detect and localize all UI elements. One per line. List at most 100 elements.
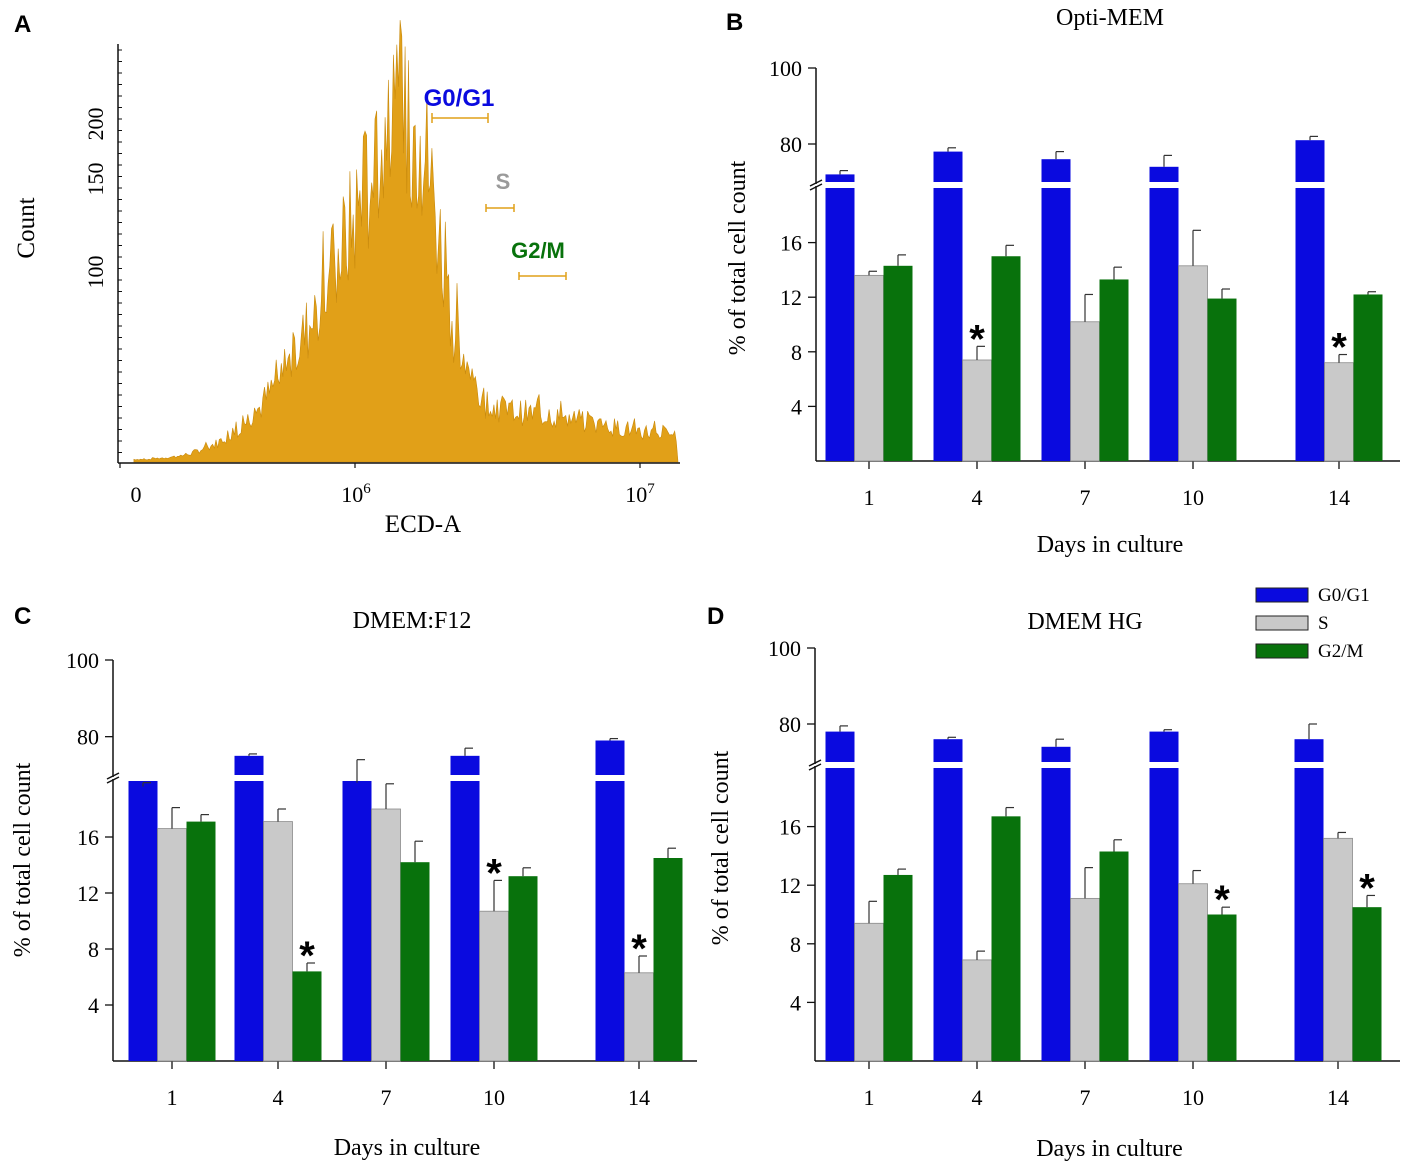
bar-g0g1 (825, 188, 855, 461)
axis-break-mark (808, 763, 822, 771)
x-tick-label: 4 (972, 1085, 983, 1110)
bar-g0g1 (1294, 768, 1324, 1061)
y-tick-label: 4 (88, 993, 99, 1018)
x-axis-label: Days in culture (1037, 532, 1184, 558)
bar-g0g1 (1295, 188, 1325, 461)
bar-s (624, 972, 654, 1062)
histogram-area (133, 20, 679, 463)
bar-g2m (400, 862, 430, 1061)
bar-g2m (991, 256, 1021, 461)
bar-g0g1-upper (933, 739, 963, 762)
x-tick-label: 10 (483, 1085, 505, 1110)
x-tick-label: 10 (1182, 485, 1204, 510)
x-tick-label: 7 (381, 1085, 392, 1110)
x-axis-label: Days in culture (334, 1135, 481, 1161)
bar-g0g1-upper (234, 755, 264, 775)
y-tick-label: 80 (780, 132, 802, 157)
bar-g0g1-upper (595, 740, 625, 775)
y-tick-label: 4 (790, 990, 801, 1015)
bar-g0g1 (1041, 768, 1071, 1061)
significance-asterisk: * (299, 934, 315, 978)
bar-g0g1 (342, 781, 372, 1061)
legend: G0/G1 S G2/M (1255, 585, 1370, 662)
bar-s (1324, 362, 1354, 462)
bar-g0g1 (128, 781, 158, 1061)
chart-title: DMEM:F12 (353, 608, 472, 634)
bar-g0g1 (595, 781, 625, 1061)
bar-g2m (1099, 851, 1129, 1061)
bar-s (371, 808, 401, 1062)
y-tick-label: 100 (66, 648, 99, 673)
bar-g0g1 (933, 768, 963, 1061)
bar-g2m (883, 265, 913, 461)
panel-label-b: B (726, 9, 743, 36)
x-tick-label: 4 (273, 1085, 284, 1110)
y-tick-label: 100 (768, 636, 801, 661)
x-tick-label: 14 (628, 1085, 650, 1110)
y-tick-label: 16 (779, 815, 801, 840)
bar-g0g1-upper (1294, 739, 1324, 762)
y-tick-label: 8 (88, 937, 99, 962)
y-axis-label: % of total cell count (725, 160, 751, 355)
y-tick-label: 100 (769, 56, 802, 81)
panel-label-c: C (14, 603, 31, 630)
bar-s (1178, 883, 1208, 1062)
panel-c-dmem-f12: DMEM:F12 4 8 12 16 80 100 % of total cell count… (10, 608, 697, 1161)
bar-g0g1 (1041, 188, 1071, 461)
chart-title: DMEM HG (1027, 609, 1142, 635)
bar-g2m (1352, 907, 1382, 1061)
y-tick-label: 8 (790, 932, 801, 957)
y-tick-label: 16 (77, 825, 99, 850)
bar-g2m (292, 971, 322, 1061)
bar-g0g1-upper (825, 731, 855, 762)
y-axis-label: % of total cell count (10, 762, 36, 957)
bar-s (962, 359, 992, 462)
bar-g0g1-upper (1041, 159, 1071, 182)
legend-swatch-g2m (1255, 643, 1309, 659)
bar-g0g1-upper (1295, 140, 1325, 182)
y-tick-label-200: 200 (83, 108, 108, 141)
bar-s (1070, 321, 1100, 462)
x-axis-label-a: ECD-A (385, 511, 461, 538)
x-tick-label: 7 (1080, 1085, 1091, 1110)
panel-label-d: D (707, 603, 724, 630)
bar-s (1178, 265, 1208, 462)
bar-g2m (1099, 279, 1129, 461)
panel-d-dmem-hg: DMEM HG 4 8 12 16 80 100 % of total cell count D… (708, 609, 1400, 1162)
axis-break-mark (809, 183, 823, 191)
gate-label-g0g1: G0/G1 (424, 85, 495, 112)
histogram-count-distribution (133, 20, 679, 463)
bar-g0g1 (1149, 768, 1179, 1061)
legend-label-g0g1: G0/G1 (1318, 585, 1370, 606)
y-axis-label-a: Count (13, 197, 40, 258)
bar-g0g1-upper (825, 174, 855, 182)
significance-asterisk: * (1331, 326, 1347, 370)
legend-label-g2m: G2/M (1318, 641, 1364, 662)
bar-g2m (653, 858, 683, 1061)
legend-label-s: S (1318, 613, 1329, 634)
x-tick-label-1e6: 106 (341, 481, 371, 507)
x-tick-label: 1 (864, 1085, 875, 1110)
panel-a-histogram: Count 100 150 200 0 106 107 ECD-A G0/G1 … (13, 20, 680, 538)
gate-label-g2m: G2/M (511, 238, 565, 263)
bar-g0g1-upper (933, 151, 963, 182)
bar-g0g1-upper (1149, 731, 1179, 762)
bar-s (263, 821, 293, 1062)
bar-g0g1 (234, 781, 264, 1061)
x-tick-label: 1 (167, 1085, 178, 1110)
bar-g0g1 (1149, 188, 1179, 461)
significance-asterisk: * (486, 851, 502, 895)
y-tick-label: 16 (780, 231, 802, 256)
x-tick-label: 14 (1328, 485, 1350, 510)
minor-ticks-a (118, 49, 641, 468)
y-tick-label: 80 (779, 712, 801, 737)
bar-g2m (186, 821, 216, 1061)
x-axis-label: Days in culture (1036, 1136, 1183, 1162)
bar-s (1323, 837, 1353, 1062)
significance-asterisk: * (1214, 878, 1230, 922)
axis-break-mark (809, 179, 823, 187)
significance-asterisk: * (631, 927, 647, 971)
x-tick-label-0: 0 (131, 482, 142, 507)
gate-label-s: S (496, 169, 511, 194)
